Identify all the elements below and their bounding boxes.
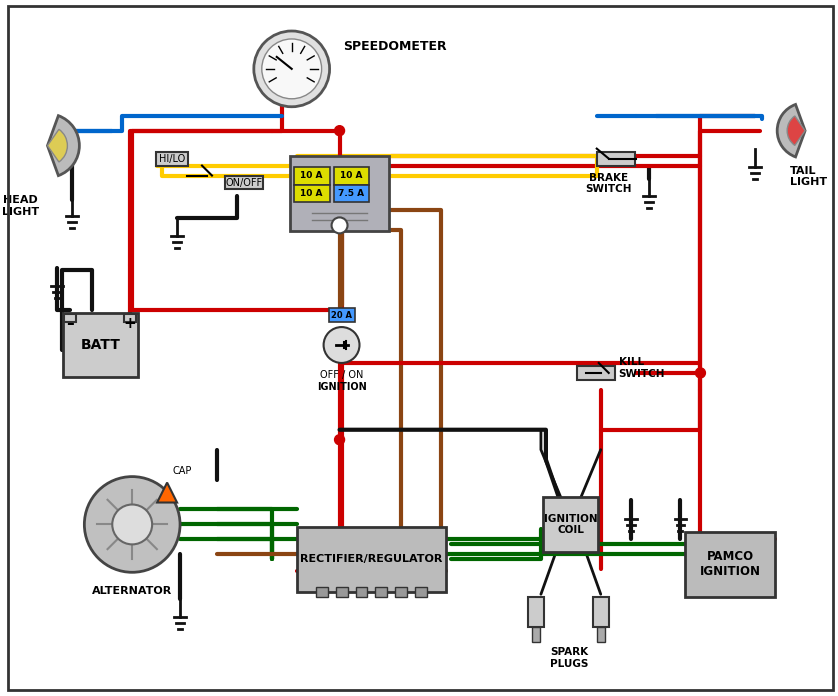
Circle shape xyxy=(696,368,706,378)
FancyBboxPatch shape xyxy=(685,532,775,596)
FancyBboxPatch shape xyxy=(416,587,427,597)
FancyBboxPatch shape xyxy=(290,156,390,231)
Circle shape xyxy=(323,327,360,363)
FancyBboxPatch shape xyxy=(293,166,329,184)
Text: 20 A: 20 A xyxy=(331,310,352,319)
FancyBboxPatch shape xyxy=(156,152,188,166)
Text: 10 A: 10 A xyxy=(300,189,323,198)
Wedge shape xyxy=(48,129,67,162)
Text: CAP: CAP xyxy=(172,466,191,475)
FancyBboxPatch shape xyxy=(597,627,605,642)
Circle shape xyxy=(334,126,344,136)
FancyBboxPatch shape xyxy=(597,152,634,166)
Text: IGNITION: IGNITION xyxy=(317,382,366,392)
FancyBboxPatch shape xyxy=(577,366,615,380)
Circle shape xyxy=(332,217,348,233)
Circle shape xyxy=(85,477,180,572)
Text: SPARK
PLUGS: SPARK PLUGS xyxy=(550,647,588,669)
Circle shape xyxy=(254,31,329,106)
FancyBboxPatch shape xyxy=(316,587,328,597)
Text: BATT: BATT xyxy=(80,338,120,352)
Circle shape xyxy=(112,505,153,544)
FancyBboxPatch shape xyxy=(124,314,137,322)
Text: +: + xyxy=(124,315,137,331)
Text: KILL
SWITCH: KILL SWITCH xyxy=(618,357,665,379)
Text: 10 A: 10 A xyxy=(300,171,323,180)
FancyBboxPatch shape xyxy=(328,308,354,322)
Text: SPEEDOMETER: SPEEDOMETER xyxy=(344,40,447,54)
Text: HI/LO: HI/LO xyxy=(159,154,185,164)
FancyBboxPatch shape xyxy=(65,314,76,322)
FancyBboxPatch shape xyxy=(528,597,544,627)
FancyBboxPatch shape xyxy=(396,587,407,597)
Text: PAMCO
IGNITION: PAMCO IGNITION xyxy=(700,551,761,578)
FancyBboxPatch shape xyxy=(334,184,370,203)
FancyBboxPatch shape xyxy=(335,587,348,597)
Text: RECTIFIER/REGULATOR: RECTIFIER/REGULATOR xyxy=(300,554,442,564)
Text: IGNITION
COIL: IGNITION COIL xyxy=(544,514,597,535)
FancyBboxPatch shape xyxy=(334,166,370,184)
Text: TAIL
LIGHT: TAIL LIGHT xyxy=(790,166,827,187)
Wedge shape xyxy=(48,116,80,175)
Wedge shape xyxy=(777,104,805,157)
Circle shape xyxy=(334,435,344,445)
FancyBboxPatch shape xyxy=(543,497,598,552)
Text: 10 A: 10 A xyxy=(340,171,363,180)
Circle shape xyxy=(261,39,322,99)
Wedge shape xyxy=(787,116,805,145)
FancyBboxPatch shape xyxy=(297,527,446,592)
Text: ALTERNATOR: ALTERNATOR xyxy=(92,586,173,596)
Text: BRAKE
SWITCH: BRAKE SWITCH xyxy=(586,173,632,194)
Text: –: – xyxy=(66,315,75,331)
Text: HEAD
LIGHT: HEAD LIGHT xyxy=(2,196,39,217)
FancyBboxPatch shape xyxy=(355,587,368,597)
Polygon shape xyxy=(158,482,177,503)
FancyBboxPatch shape xyxy=(293,184,329,203)
Text: 7.5 A: 7.5 A xyxy=(339,189,365,198)
Text: OFF / ON: OFF / ON xyxy=(320,370,363,380)
FancyBboxPatch shape xyxy=(532,627,540,642)
FancyBboxPatch shape xyxy=(592,597,608,627)
FancyBboxPatch shape xyxy=(375,587,387,597)
FancyBboxPatch shape xyxy=(63,313,137,377)
Text: ON/OFF: ON/OFF xyxy=(225,177,262,187)
FancyBboxPatch shape xyxy=(225,175,263,189)
